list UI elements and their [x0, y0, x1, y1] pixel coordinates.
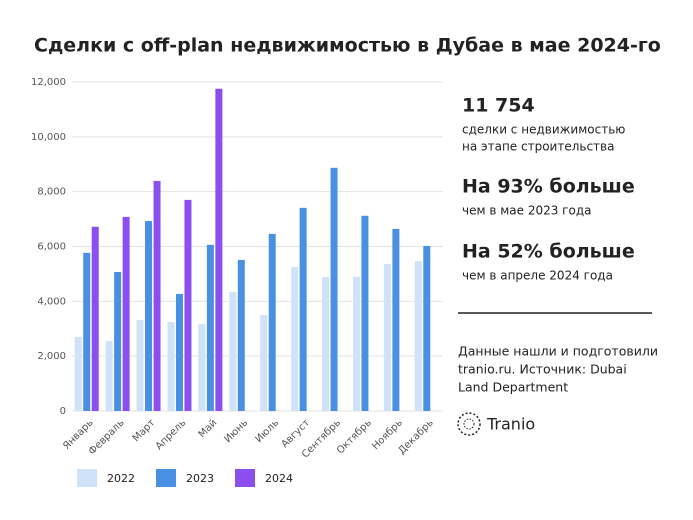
chart-title: Сделки с off-plan недвижимостью в Дубае … [34, 35, 661, 57]
y-tick-label: 8,000 [37, 187, 66, 198]
y-tick-label: 2,000 [37, 351, 66, 362]
legend-label: 2024 [265, 472, 293, 485]
bar [423, 245, 431, 411]
bar [322, 276, 330, 411]
bar [361, 215, 369, 411]
bar [291, 267, 299, 411]
source-text: tranio.ru. Источник: Dubai [458, 362, 627, 377]
bar [145, 221, 153, 411]
source-text: Land Department [458, 380, 568, 395]
y-tick-label: 10,000 [31, 132, 66, 143]
highlight-headline: На 93% больше [462, 176, 635, 198]
highlight-text: чем в мае 2023 года [462, 204, 591, 218]
bar [268, 233, 276, 411]
logo-icon-inner [463, 418, 475, 430]
bar [153, 180, 161, 411]
bar [237, 259, 245, 411]
bar [198, 323, 206, 411]
highlight-text: на этапе строительства [462, 140, 614, 154]
bar [91, 226, 99, 411]
bar [330, 167, 338, 411]
bar [352, 276, 360, 411]
brand-name: Tranio [486, 415, 535, 434]
y-tick-label: 6,000 [37, 242, 66, 253]
bar [414, 261, 422, 411]
bar [392, 228, 400, 411]
highlight-text: чем в апреле 2024 года [462, 269, 613, 283]
highlight-headline: 11 754 [462, 95, 535, 117]
bar [114, 271, 122, 411]
bar [383, 264, 391, 411]
bar [122, 216, 130, 411]
y-tick-label: 0 [60, 406, 66, 417]
bar [299, 207, 307, 411]
highlight-text: сделки с недвижимостью [462, 123, 625, 137]
logo-icon [457, 412, 481, 436]
brand-logo: Tranio [457, 412, 535, 436]
source-text: Данные нашли и подготовили [458, 344, 658, 359]
legend-swatch [235, 469, 255, 487]
bar [215, 88, 223, 411]
bar [167, 321, 175, 411]
legend-label: 2022 [107, 472, 135, 485]
bar [136, 319, 144, 411]
bar [260, 315, 268, 411]
bar [184, 199, 192, 411]
bar [83, 252, 91, 411]
bar [175, 293, 183, 411]
highlight-headline: На 52% больше [462, 241, 635, 263]
bar [74, 336, 82, 411]
bar [206, 244, 214, 411]
bar [229, 292, 237, 411]
y-tick-label: 12,000 [31, 77, 66, 88]
bar [105, 341, 113, 411]
legend-swatch [156, 469, 176, 487]
y-tick-label: 4,000 [37, 296, 66, 307]
legend-label: 2023 [186, 472, 214, 485]
legend-swatch [77, 469, 97, 487]
